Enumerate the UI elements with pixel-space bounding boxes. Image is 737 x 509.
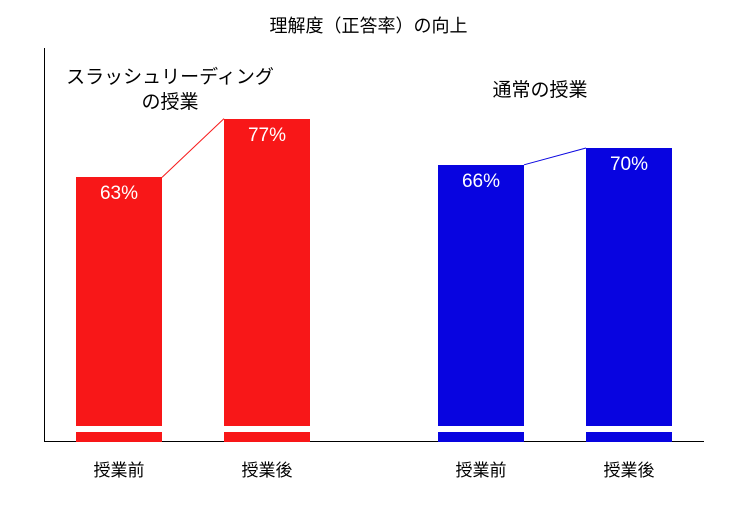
connector-line — [0, 0, 737, 509]
chart-container: 理解度（正答率）の向上 スラッシュリーディング の授業63%授業前77%授業後通… — [0, 0, 737, 509]
